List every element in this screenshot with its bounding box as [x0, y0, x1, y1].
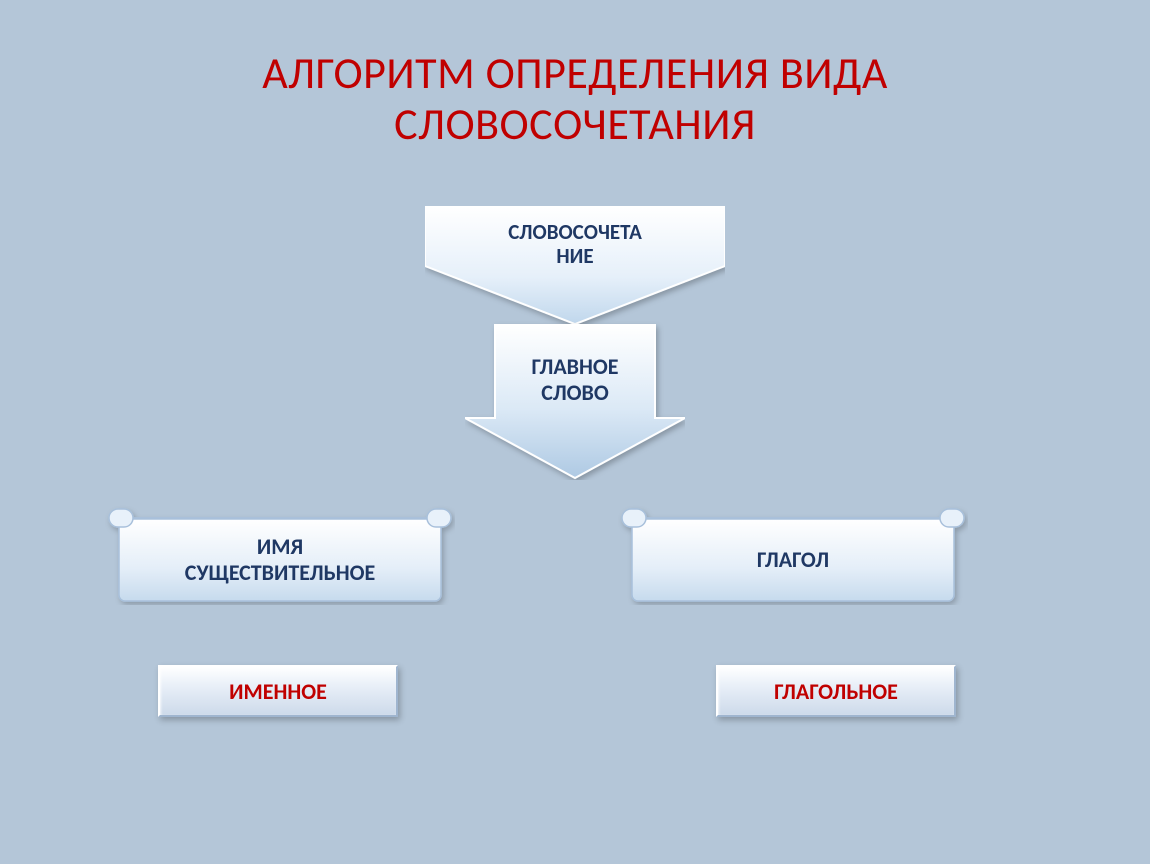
arrow2-label: ГЛАВНОЕ СЛОВО [465, 354, 685, 407]
node-imya-sushchestvitelnoe: ИМЯ СУЩЕСТВИТЕЛЬНОЕ [105, 505, 455, 605]
scroll-left-label: ИМЯ СУЩЕСТВИТЕЛЬНОЕ [105, 505, 455, 605]
title-line2: СЛОВОСОЧЕТАНИЯ [394, 97, 756, 151]
node-slovosochetanie: СЛОВОСОЧЕТА НИЕ [425, 206, 725, 326]
title-line1: АЛГОРИТМ ОПРЕДЕЛЕНИЯ ВИДА [262, 46, 888, 100]
result-right-label: ГЛАГОЛЬНОЕ [774, 678, 898, 705]
node-imennoe: ИМЕННОЕ [158, 665, 398, 717]
node-glavnoe-slovo: ГЛАВНОЕ СЛОВО [465, 320, 685, 480]
scroll-right-label: ГЛАГОЛ [618, 505, 968, 605]
arrow1-label: СЛОВОСОЧЕТА НИЕ [425, 220, 725, 268]
node-glagolnoe: ГЛАГОЛЬНОЕ [716, 665, 956, 717]
slide-title: АЛГОРИТМ ОПРЕДЕЛЕНИЯ ВИДА СЛОВОСОЧЕТАНИЯ [0, 0, 1150, 149]
node-glagol: ГЛАГОЛ [618, 505, 968, 605]
result-left-label: ИМЕННОЕ [229, 678, 327, 705]
